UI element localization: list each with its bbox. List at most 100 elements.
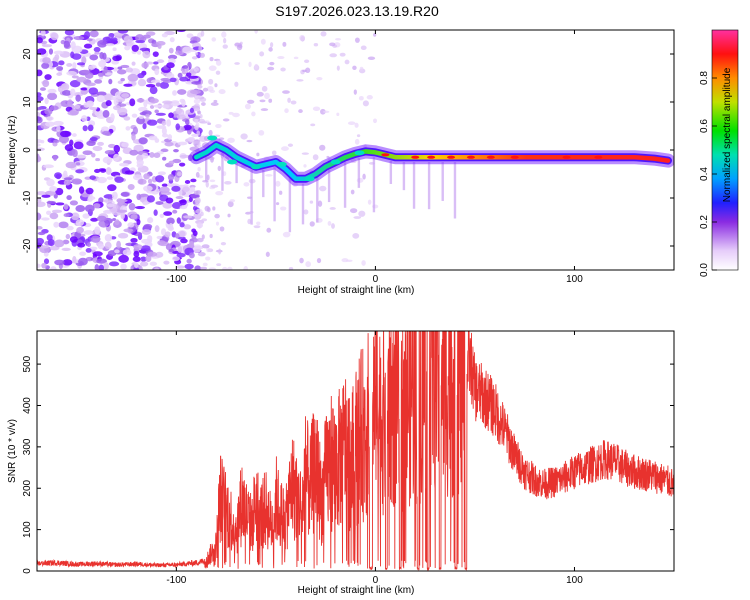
- noise-blob: [53, 120, 64, 126]
- noise-blob: [123, 116, 131, 121]
- noise-blob: [198, 45, 203, 52]
- noise-blob: [149, 261, 158, 266]
- noise-blob: [37, 191, 47, 196]
- noise-blob: [138, 137, 148, 145]
- noise-blob: [147, 119, 158, 126]
- noise-blob: [182, 215, 193, 219]
- noise-blob: [137, 72, 145, 79]
- noise-blob: [339, 52, 346, 57]
- noise-blob: [204, 205, 210, 212]
- noise-blob: [154, 109, 159, 114]
- noise-blob: [362, 100, 369, 107]
- noise-blob: [81, 115, 88, 122]
- noise-blob: [179, 76, 189, 82]
- noise-blob: [140, 256, 147, 262]
- noise-blob: [208, 129, 213, 136]
- noise-blob: [49, 212, 59, 220]
- noise-blob: [287, 143, 294, 147]
- noise-blob: [89, 106, 98, 111]
- noise-blob: [299, 34, 306, 42]
- noise-blob: [53, 221, 60, 228]
- noise-blob: [142, 123, 147, 130]
- noise-blob: [107, 184, 117, 192]
- noise-blob: [70, 88, 76, 97]
- noise-blob: [227, 266, 233, 270]
- noise-blob: [168, 47, 174, 54]
- noise-blob: [234, 81, 239, 87]
- noise-blob: [208, 78, 214, 85]
- noise-blob: [176, 253, 186, 258]
- noise-blob: [88, 87, 99, 95]
- noise-blob: [117, 30, 129, 34]
- noise-blob: [37, 154, 40, 162]
- noise-blob: [85, 187, 94, 195]
- noise-blob: [207, 122, 212, 126]
- noise-blob: [256, 221, 261, 226]
- noise-blob: [179, 98, 185, 103]
- noise-blob: [157, 240, 166, 246]
- ridge-hotspot: [411, 155, 420, 159]
- noise-blob: [188, 252, 195, 259]
- noise-blob: [202, 87, 209, 92]
- noise-blob: [215, 59, 222, 66]
- noise-blob: [145, 31, 156, 36]
- noise-blob: [246, 99, 255, 104]
- noise-blob: [110, 96, 117, 101]
- noise-blob: [174, 233, 180, 239]
- noise-blob: [83, 230, 94, 235]
- noise-blob: [137, 78, 147, 87]
- noise-blob: [37, 111, 41, 117]
- noise-blob: [114, 176, 124, 183]
- noise-blob: [161, 33, 168, 38]
- noise-blob: [149, 105, 155, 109]
- noise-blob: [167, 134, 173, 140]
- noise-blob: [125, 126, 131, 131]
- noise-blob: [192, 205, 198, 211]
- ridge-streak: [262, 169, 265, 198]
- noise-blob: [54, 239, 65, 248]
- noise-blob: [43, 258, 50, 265]
- noise-blob: [320, 31, 327, 37]
- noise-blob: [89, 175, 97, 180]
- noise-blob: [75, 169, 85, 174]
- noise-blob: [220, 242, 227, 246]
- noise-blob: [197, 84, 203, 89]
- noise-blob: [89, 246, 98, 251]
- ridge-hotspot: [594, 155, 603, 159]
- snr-xtick-label: 100: [566, 575, 583, 586]
- noise-blob: [90, 217, 99, 222]
- noise-blob: [183, 224, 192, 230]
- noise-blob: [117, 80, 123, 85]
- snr-ytick-label: 300: [22, 438, 33, 455]
- noise-blob: [72, 256, 77, 264]
- snr-ytick-label: 200: [22, 479, 33, 496]
- noise-blob: [117, 232, 129, 239]
- noise-blob: [159, 213, 165, 218]
- noise-blob: [89, 54, 99, 61]
- noise-blob: [97, 72, 104, 77]
- noise-blob: [200, 211, 204, 217]
- snr-frame: [36, 330, 675, 572]
- noise-blob: [118, 254, 129, 263]
- noise-blob: [116, 209, 128, 213]
- spectrogram-xtick-label: 100: [566, 274, 583, 285]
- noise-blob: [215, 123, 222, 129]
- ridge-streak: [389, 160, 393, 184]
- noise-blob: [296, 79, 304, 82]
- noise-blob: [177, 89, 187, 95]
- noise-blob: [222, 266, 228, 270]
- noise-blob: [133, 250, 140, 258]
- noise-blob: [118, 162, 129, 167]
- noise-blob: [360, 45, 367, 51]
- noise-blob: [73, 92, 84, 97]
- noise-blob: [367, 199, 372, 205]
- snr-xtick-label: -100: [166, 575, 186, 586]
- noise-blob: [92, 203, 101, 209]
- noise-blob: [120, 93, 130, 98]
- noise-blob: [106, 176, 114, 180]
- spectrogram-ytick-label: -20: [22, 238, 33, 253]
- noise-blob: [156, 125, 167, 129]
- noise-blob: [190, 89, 201, 95]
- noise-blob: [120, 64, 130, 69]
